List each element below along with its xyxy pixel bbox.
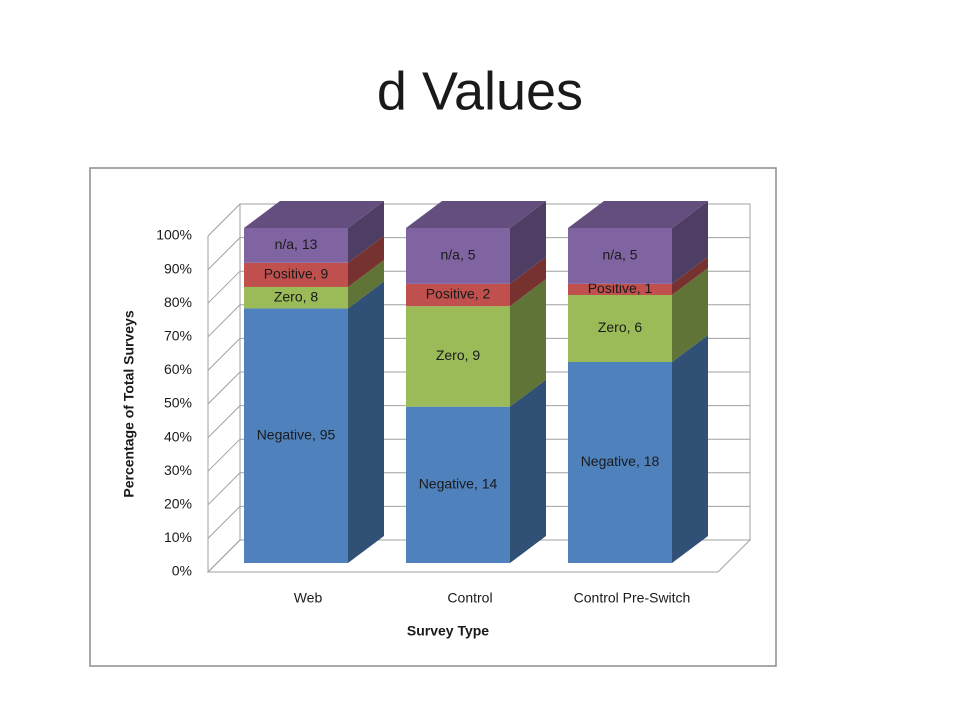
data-label: Negative, 14 — [419, 476, 498, 492]
y-tick-label: 70% — [164, 328, 192, 344]
y-tick-label: 20% — [164, 496, 192, 512]
data-label: Zero, 8 — [274, 288, 319, 304]
data-label: n/a, 5 — [602, 247, 637, 263]
bar-segment-side — [348, 259, 384, 309]
data-label: Positive, 2 — [426, 286, 491, 302]
y-tick-label: 80% — [164, 294, 192, 310]
y-tick-label: 100% — [156, 227, 192, 243]
bar-segment-side — [510, 201, 546, 284]
y-tick-label: 30% — [164, 462, 192, 478]
y-tick-label: 40% — [164, 428, 192, 444]
x-tick-label: Control Pre-Switch — [574, 590, 691, 606]
x-tick-label: Control — [447, 590, 492, 606]
bar-segment-side — [672, 335, 708, 563]
x-axis-title: Survey Type — [407, 623, 489, 639]
bar-segment — [244, 262, 348, 287]
bar-segment-side — [672, 201, 708, 284]
bar-segment-side — [348, 201, 384, 263]
data-label: Negative, 95 — [257, 426, 336, 442]
bar-segment — [244, 286, 348, 309]
grid-line — [207, 203, 750, 237]
bar-segment — [568, 283, 672, 295]
data-label: Zero, 6 — [598, 319, 643, 335]
bar-segment-side — [510, 256, 546, 307]
bar-segment-side — [672, 268, 708, 362]
bar-segment — [568, 362, 672, 563]
bar-segment — [244, 228, 348, 263]
bar-segment — [406, 283, 510, 307]
y-tick-label: 10% — [164, 529, 192, 545]
y-tick-label: 90% — [164, 260, 192, 276]
bar-segment — [406, 406, 510, 563]
y-axis-title: Percentage of Total Surveys — [121, 310, 137, 497]
x-tick-label: Web — [294, 590, 323, 606]
bar-segment — [406, 306, 510, 407]
bar-top — [406, 201, 546, 228]
data-label: Negative, 18 — [581, 453, 660, 469]
bar-segment-side — [672, 256, 708, 295]
bar-segment-side — [348, 281, 384, 563]
data-label: n/a, 13 — [275, 236, 318, 252]
data-label: Positive, 9 — [264, 266, 329, 282]
bar-top — [244, 201, 384, 228]
chart-title: d Values — [377, 61, 583, 121]
bar-segment — [568, 228, 672, 284]
data-label: Zero, 9 — [436, 347, 481, 363]
y-tick-label: 60% — [164, 361, 192, 377]
bar-segment-side — [510, 279, 546, 407]
bar-top — [568, 201, 708, 228]
bar-segment — [244, 308, 348, 563]
bar-segment-side — [348, 235, 384, 287]
y-tick-label: 0% — [172, 563, 192, 579]
data-label: Positive, 1 — [588, 280, 653, 296]
y-tick-label: 50% — [164, 395, 192, 411]
data-label: n/a, 5 — [440, 247, 475, 263]
bar-segment-side — [510, 379, 546, 563]
bar-segment — [568, 295, 672, 362]
bar-segment — [406, 228, 510, 284]
